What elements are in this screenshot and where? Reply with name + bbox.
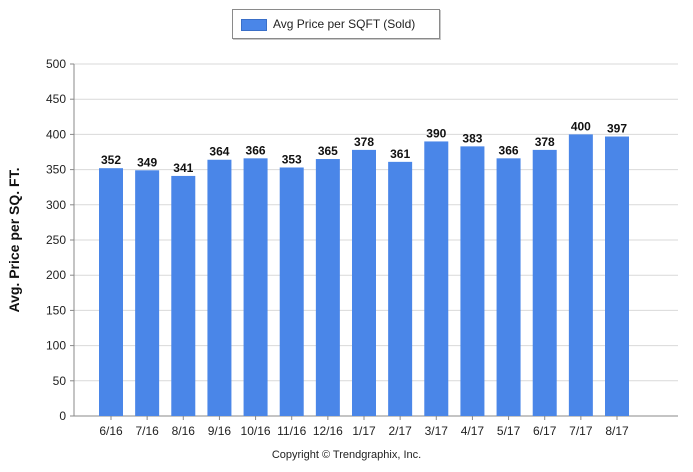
x-tick-label: 12/16 xyxy=(313,424,343,438)
data-label: 353 xyxy=(282,152,302,166)
x-tick-label: 6/17 xyxy=(533,424,557,438)
y-tick-label: 500 xyxy=(46,57,66,71)
data-label: 352 xyxy=(101,153,121,167)
data-label: 397 xyxy=(607,122,627,136)
bar xyxy=(99,168,123,416)
bar xyxy=(243,158,268,416)
bar xyxy=(388,161,413,416)
y-tick-label: 200 xyxy=(46,268,66,282)
data-label: 364 xyxy=(209,145,229,159)
y-tick-label: 450 xyxy=(46,92,66,106)
x-tick-label: 8/16 xyxy=(172,424,196,438)
bar xyxy=(568,134,593,416)
copyright-text: Copyright © Trendgraphix, Inc. xyxy=(271,449,422,461)
data-label: 378 xyxy=(535,135,555,149)
x-tick-label: 10/16 xyxy=(241,424,271,438)
x-tick-label: 6/16 xyxy=(99,424,123,438)
x-tick-label: 9/16 xyxy=(208,424,232,438)
x-tick-label: 1/17 xyxy=(352,424,376,438)
y-tick-label: 250 xyxy=(46,233,66,247)
bar xyxy=(460,146,485,417)
legend-swatch xyxy=(241,19,267,31)
x-tick-label: 3/17 xyxy=(425,424,449,438)
y-tick-label: 100 xyxy=(46,339,66,353)
data-label: 361 xyxy=(390,147,410,161)
data-label: 400 xyxy=(571,119,591,133)
bar xyxy=(352,149,376,416)
data-label: 341 xyxy=(173,161,193,175)
bar xyxy=(424,141,449,416)
x-tick-label: 8/17 xyxy=(605,424,629,438)
bar xyxy=(532,149,557,416)
x-tick-label: 11/16 xyxy=(277,424,306,438)
data-label: 383 xyxy=(462,131,482,145)
x-tick-label: 5/17 xyxy=(497,424,521,438)
bar xyxy=(135,170,160,416)
data-label: 366 xyxy=(499,143,519,157)
legend-label: Avg Price per SQFT (Sold) xyxy=(273,17,416,31)
bar xyxy=(496,158,521,416)
y-tick-label: 50 xyxy=(53,374,67,388)
x-tick-label: 2/17 xyxy=(388,424,412,438)
bar xyxy=(605,136,629,416)
bar xyxy=(207,159,232,416)
y-tick-label: 150 xyxy=(46,303,66,317)
bar xyxy=(315,159,340,417)
y-tick-label: 0 xyxy=(59,409,66,423)
data-label: 390 xyxy=(426,126,446,140)
data-label: 349 xyxy=(137,155,157,169)
y-tick-label: 300 xyxy=(46,198,66,212)
data-label: 366 xyxy=(246,143,266,157)
legend: Avg Price per SQFT (Sold) xyxy=(232,9,440,39)
y-tick-label: 350 xyxy=(46,163,66,177)
x-tick-label: 7/16 xyxy=(135,424,159,438)
y-tick-label: 400 xyxy=(46,127,66,141)
x-tick-label: 4/17 xyxy=(461,424,485,438)
data-label: 365 xyxy=(318,144,338,158)
bar xyxy=(171,175,196,416)
bar xyxy=(279,167,304,416)
data-label: 378 xyxy=(354,135,374,149)
x-tick-label: 7/17 xyxy=(569,424,593,438)
